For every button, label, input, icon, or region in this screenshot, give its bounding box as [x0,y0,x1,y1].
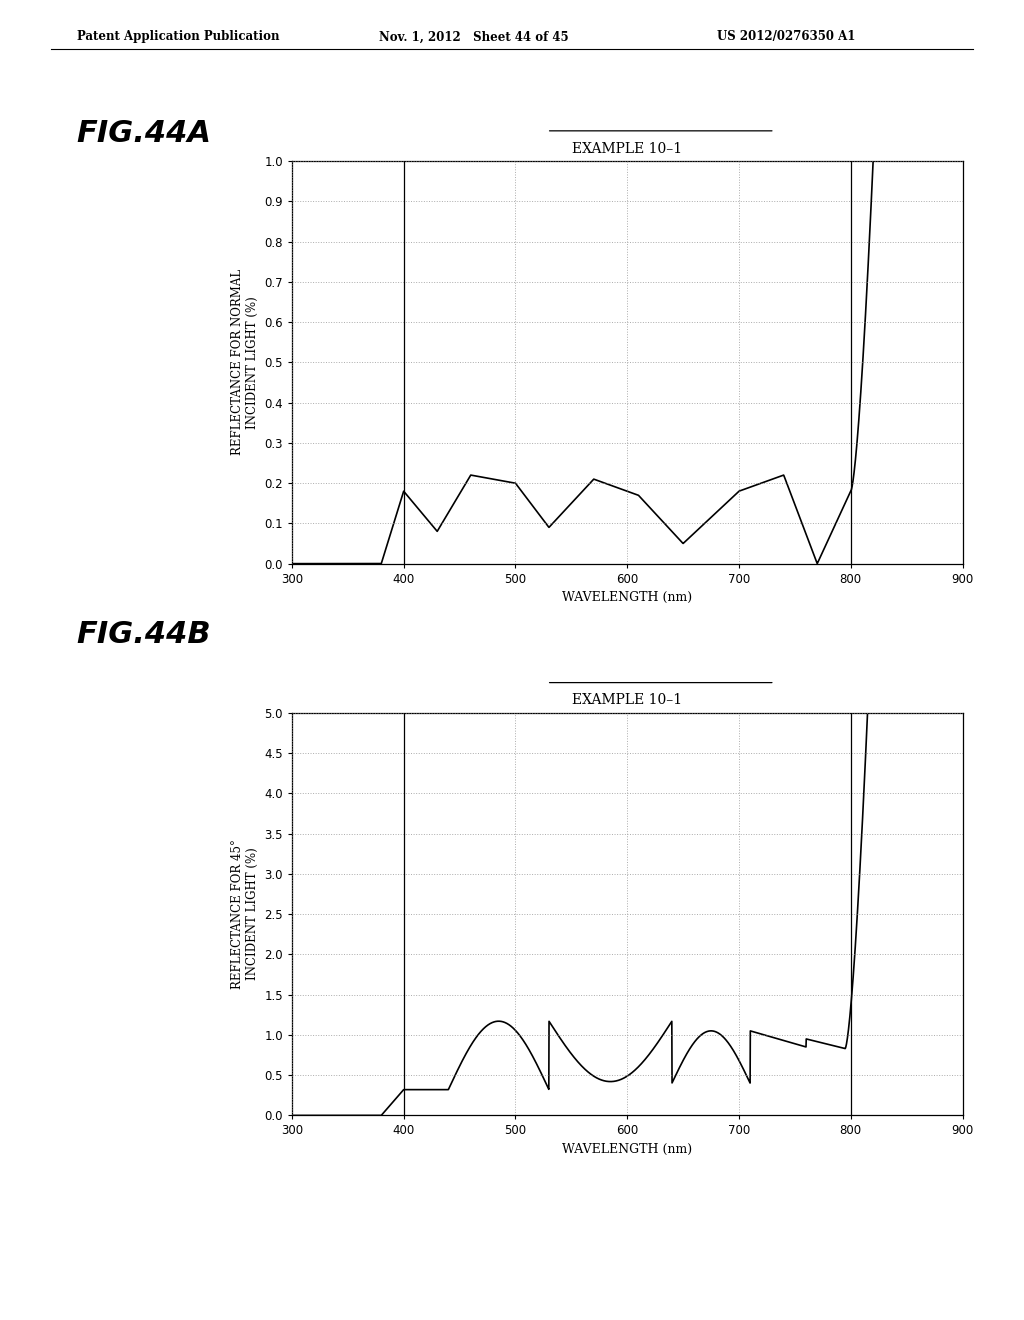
Title: EXAMPLE 10–1: EXAMPLE 10–1 [572,693,682,708]
X-axis label: WAVELENGTH (nm): WAVELENGTH (nm) [562,1143,692,1156]
Text: Patent Application Publication: Patent Application Publication [77,30,280,44]
Text: Nov. 1, 2012   Sheet 44 of 45: Nov. 1, 2012 Sheet 44 of 45 [379,30,568,44]
Text: FIG.44B: FIG.44B [77,620,211,649]
Y-axis label: REFLECTANCE FOR NORMAL
INCIDENT LIGHT (%): REFLECTANCE FOR NORMAL INCIDENT LIGHT (%… [230,269,259,455]
X-axis label: WAVELENGTH (nm): WAVELENGTH (nm) [562,591,692,605]
Text: FIG.44A: FIG.44A [77,119,212,148]
Text: US 2012/0276350 A1: US 2012/0276350 A1 [717,30,855,44]
Title: EXAMPLE 10–1: EXAMPLE 10–1 [572,141,682,156]
Y-axis label: REFLECTANCE FOR 45°
INCIDENT LIGHT (%): REFLECTANCE FOR 45° INCIDENT LIGHT (%) [230,840,259,989]
